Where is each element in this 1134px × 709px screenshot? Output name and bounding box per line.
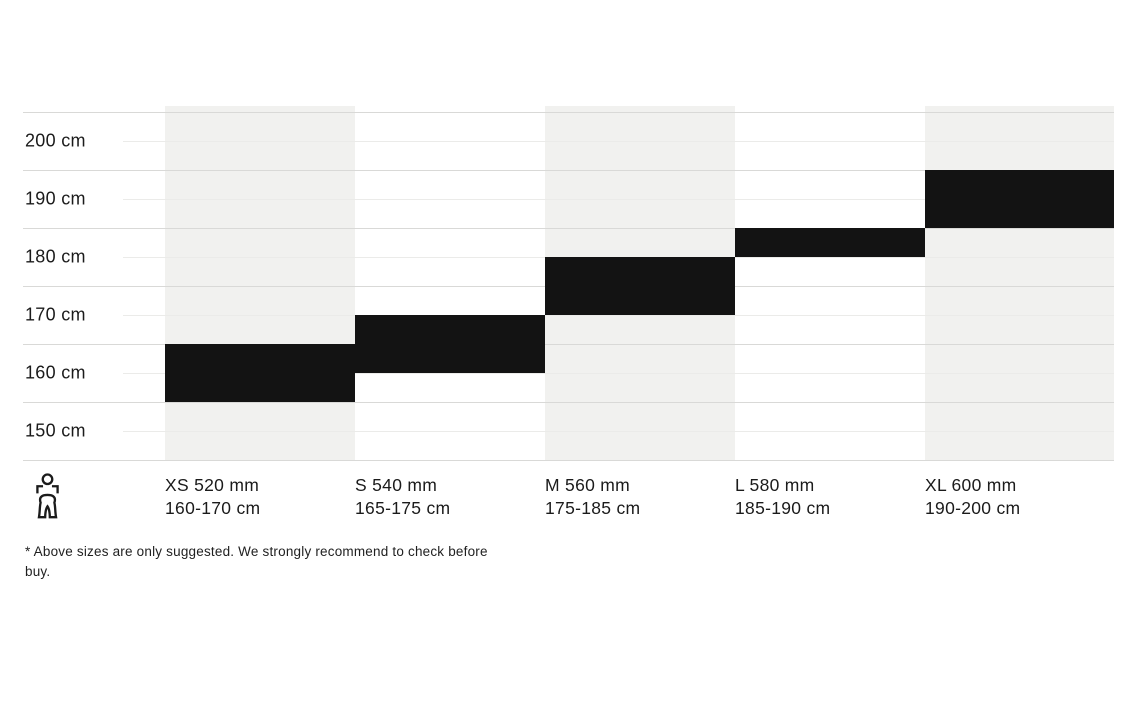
frame-size-label: L 580 mm: [735, 475, 815, 495]
size-bar-xs: [165, 343, 355, 402]
size-label-s: S 540 mm 165-175 cm: [355, 474, 450, 519]
gridline-tick-200cm: [123, 140, 1114, 142]
height-range-label: 185-190 cm: [735, 497, 831, 518]
gridline-strong-145cm: [23, 459, 1114, 461]
frame-size-label: XS 520 mm: [165, 475, 260, 495]
person-left-shoulder: [36, 485, 44, 494]
gridline-strong-155cm: [23, 401, 1114, 403]
y-tick-label-180cm: 180 cm: [25, 246, 86, 266]
frame-size-label: XL 600 mm: [925, 475, 1017, 495]
height-range-label: 160-170 cm: [165, 497, 261, 518]
height-range-label: 190-200 cm: [925, 497, 1021, 518]
size-label-xl: XL 600 mm 190-200 cm: [925, 474, 1020, 519]
column-stripe-xl: [925, 106, 1114, 461]
y-tick-label-200cm: 200 cm: [25, 130, 86, 150]
size-label-l: L 580 mm 185-190 cm: [735, 474, 830, 519]
size-bar-xl: [925, 169, 1114, 228]
person-height-icon: [31, 472, 64, 528]
gridline-tick-190cm: [123, 198, 1114, 200]
gridline-tick-150cm: [123, 430, 1114, 432]
size-disclaimer: * Above sizes are only suggested. We str…: [25, 542, 488, 581]
size-label-m: M 560 mm 175-185 cm: [545, 474, 640, 519]
column-stripe-xs: [165, 106, 355, 461]
gridline-strong-205cm: [23, 111, 1114, 113]
disclaimer-line-2: buy.: [25, 563, 51, 579]
person-right-shoulder: [51, 485, 59, 494]
height-range-label: 175-185 cm: [545, 497, 641, 518]
y-tick-label-150cm: 150 cm: [25, 420, 86, 440]
gridline-strong-165cm: [23, 343, 1114, 345]
frame-size-label: S 540 mm: [355, 475, 438, 495]
height-range-label: 165-175 cm: [355, 497, 451, 518]
gridline-strong-185cm: [23, 227, 1114, 229]
size-label-xs: XS 520 mm 160-170 cm: [165, 474, 260, 519]
y-tick-label-160cm: 160 cm: [25, 362, 86, 382]
gridline-tick-170cm: [123, 314, 1114, 316]
person-body: [37, 493, 58, 519]
size-bar-s: [355, 314, 545, 373]
y-tick-label-190cm: 190 cm: [25, 188, 86, 208]
gridline-strong-195cm: [23, 169, 1114, 171]
disclaimer-line-1: * Above sizes are only suggested. We str…: [25, 544, 488, 559]
y-tick-label-170cm: 170 cm: [25, 304, 86, 324]
size-bar-m: [545, 256, 735, 315]
frame-size-label: M 560 mm: [545, 475, 631, 495]
person-head: [41, 473, 54, 486]
size-bar-l: [735, 227, 925, 257]
gridline-tick-160cm: [123, 372, 1114, 374]
